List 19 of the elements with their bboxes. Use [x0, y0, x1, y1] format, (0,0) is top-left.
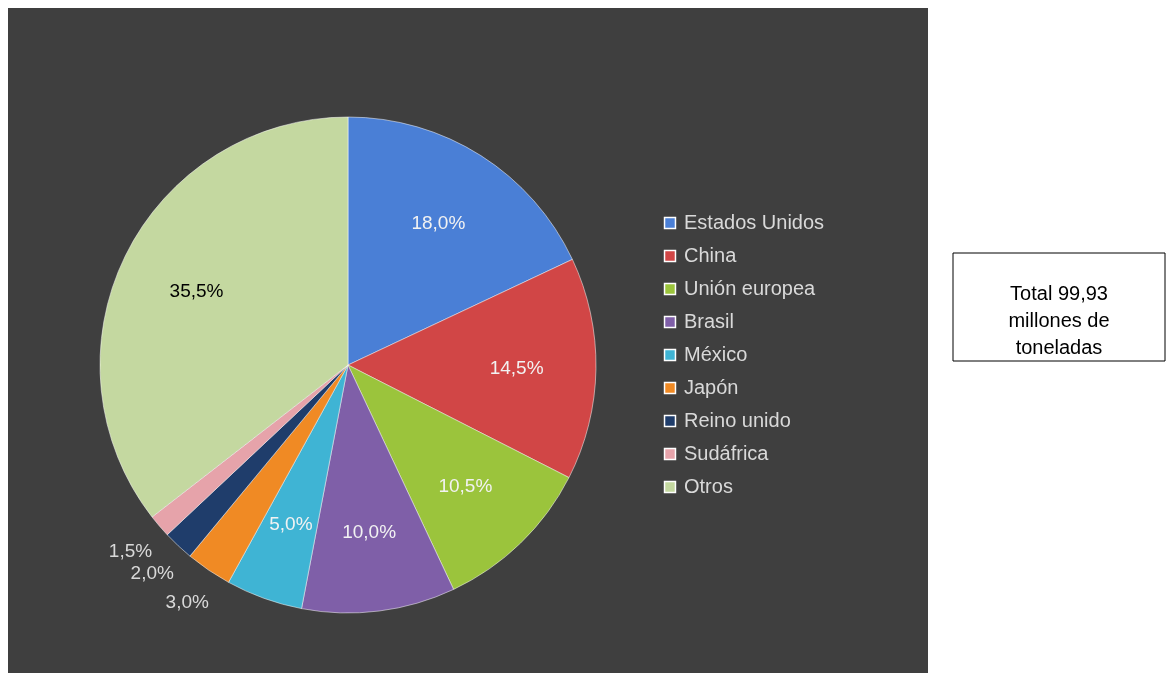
legend-label: Otros [684, 475, 733, 497]
data-label: 3,0% [165, 590, 209, 612]
legend-label: Japón [684, 376, 739, 398]
data-label: 18,0% [411, 211, 466, 233]
legend-label: China [684, 244, 738, 266]
data-label: 14,5% [489, 356, 544, 378]
text: Total 99,93 millones de toneladas [1008, 282, 1110, 358]
legend-label: Estados Unidos [684, 211, 825, 233]
data-label: 5,0% [269, 512, 313, 534]
data-label: 10,5% [438, 475, 493, 497]
data-label: 2,0% [130, 562, 174, 584]
legend-label: Unión europea [684, 277, 817, 299]
data-label: 35,5% [169, 279, 224, 301]
legend-label: Sudáfrica [684, 442, 770, 464]
legend-label: México [684, 343, 748, 365]
data-label: 10,0% [342, 521, 397, 543]
legend-label: Reino unido [684, 409, 791, 431]
data-label: 1,5% [108, 539, 153, 561]
legend-label: Brasil [684, 310, 735, 332]
